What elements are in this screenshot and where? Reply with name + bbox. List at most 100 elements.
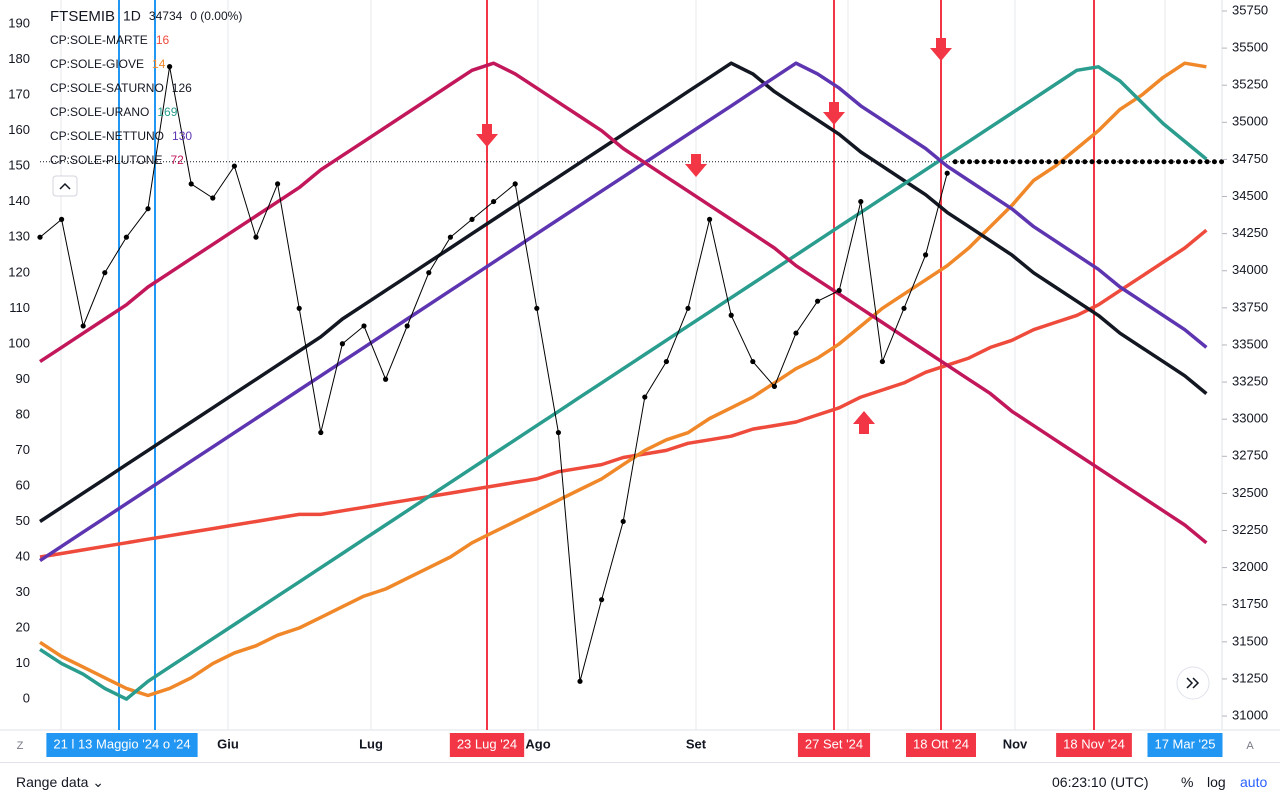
x-label-box [1147, 733, 1223, 757]
y2-tick-label: 33000 [1232, 411, 1268, 426]
price-point [707, 216, 713, 222]
y-tick-label: 90 [16, 371, 30, 386]
legend-text: CP:SOLE-NETTUNO [50, 129, 164, 143]
x-tick-label: Giu [217, 736, 239, 751]
y2-tick-label: 32250 [1232, 522, 1268, 537]
y2-tick-label: 33500 [1232, 336, 1268, 351]
price-point [901, 305, 907, 311]
y-tick-label: 120 [8, 264, 30, 279]
clock: 06:23:10 (UTC) [1052, 774, 1149, 790]
arrows [476, 38, 952, 434]
price-point [750, 358, 756, 365]
price-point [663, 358, 670, 365]
chart: 0102030405060708090100110120130140150160… [0, 0, 1280, 757]
price-point [404, 323, 410, 329]
x-label: 27 Set '24 [797, 733, 871, 757]
range-button[interactable]: Range data ⌄ [16, 774, 105, 790]
x-label: 21 l 13 Maggio '24 o '24 [46, 733, 198, 757]
legend-text: CP:SOLE-MARTE [50, 33, 148, 47]
z-button[interactable] [10, 736, 30, 756]
x-tick-label: Nov [1003, 736, 1028, 751]
price-point [59, 216, 65, 222]
y2-tick-label: 31750 [1232, 596, 1268, 611]
percent-button[interactable]: % [1181, 774, 1194, 790]
indicator-line [39, 61, 1207, 698]
y-tick-label: 50 [16, 513, 30, 528]
legend-text: 72 [170, 153, 184, 167]
price-point [491, 198, 497, 205]
y-tick-label: 180 [8, 51, 30, 66]
price-point [167, 64, 173, 70]
y-tick-label: 160 [8, 122, 30, 137]
x-label: 18 Nov '24 [1056, 733, 1132, 757]
x-tick-label: 18 Nov '24 [1063, 736, 1125, 751]
x-label-box [797, 733, 871, 757]
arrow-down [930, 38, 952, 61]
price-point [555, 429, 562, 436]
range-label: Range data [16, 774, 89, 790]
price-point [577, 678, 583, 684]
y2-tick-label: 33750 [1232, 299, 1268, 314]
price-point [296, 305, 302, 311]
x-label: Ago [525, 736, 550, 751]
legend-text: 1D [123, 8, 141, 24]
x-tick-label: 21 l 13 Maggio '24 o '24 [53, 736, 190, 751]
price-point [210, 195, 216, 201]
legend-text: CP:SOLE-SATURNO [50, 81, 164, 95]
arrow-down [823, 102, 845, 125]
x-tick-label: 18 Ott '24 [913, 736, 969, 751]
price-point [534, 305, 540, 311]
arrow-down [685, 154, 707, 177]
price-point [728, 312, 734, 318]
y-tick-label: 140 [8, 193, 30, 208]
y2-tick-label: 31500 [1232, 633, 1268, 648]
x-tick-label: Lug [359, 736, 383, 751]
z-label: Z [17, 740, 24, 752]
indicator-line [39, 228, 1208, 559]
y2-tick-label: 32500 [1232, 485, 1268, 500]
price-point [383, 376, 389, 382]
y2-tick-label: 31250 [1232, 670, 1268, 685]
legend-text: 34734 [149, 9, 183, 23]
y-tick-label: 70 [16, 442, 30, 457]
x-label: Nov [1003, 736, 1028, 751]
price-point [339, 341, 345, 347]
indicator-line [39, 61, 1208, 523]
legend-text: 0 (0.00%) [190, 9, 242, 23]
x-label-box [906, 733, 976, 757]
x-label: Lug [359, 736, 383, 751]
y2-tick-label: 34250 [1232, 225, 1268, 240]
legend-text: 130 [172, 129, 192, 143]
y2-tick-label: 35500 [1232, 40, 1268, 55]
y-tick-label: 100 [8, 335, 30, 350]
price-point [318, 429, 324, 436]
log-button[interactable]: log [1207, 774, 1226, 790]
price-point [771, 383, 778, 389]
price-point [599, 597, 605, 603]
price-point [879, 358, 886, 365]
auto-button[interactable]: auto [1240, 774, 1268, 790]
chevron [59, 182, 71, 190]
y-tick-label: 150 [8, 158, 30, 173]
indicator-line [39, 65, 1208, 701]
x-label: Giu [217, 736, 239, 751]
x-tick-label: Ago [525, 736, 550, 751]
y2-tick-label: 34750 [1232, 151, 1268, 166]
x-label: 18 Ott '24 [906, 733, 976, 757]
a-label[interactable]: A [1246, 740, 1254, 752]
price-point [923, 252, 929, 258]
y-tick-label: 190 [8, 16, 30, 31]
legend-text: 126 [172, 81, 192, 95]
price-point [80, 323, 86, 329]
y2-tick-label: 35000 [1232, 114, 1268, 129]
legend-collapse[interactable] [52, 175, 78, 197]
arrow-up [853, 411, 875, 434]
x-tick-label: 23 Lug '24 [457, 736, 517, 751]
price-point [620, 518, 626, 525]
y2-tick-label: 31000 [1232, 707, 1268, 722]
price-point [858, 198, 864, 205]
y-tick-label: 20 [16, 619, 30, 634]
legend-text: CP:SOLE-PLUTONE [50, 153, 162, 167]
price-point [642, 394, 648, 400]
